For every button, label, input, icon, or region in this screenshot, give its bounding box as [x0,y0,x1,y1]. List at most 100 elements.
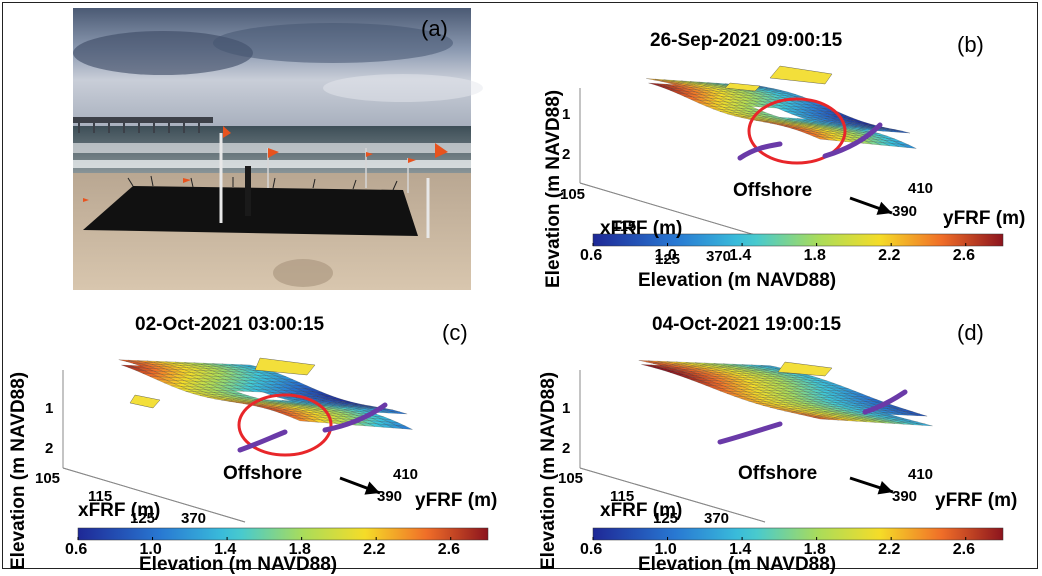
offshore-arrowhead [364,481,380,495]
chart-title: 26-Sep-2021 09:00:15 [650,30,843,51]
crest-arc [717,421,783,445]
surface-cell [915,423,933,427]
surface-cell [395,425,413,430]
colorbar-tick-label: 1.0 [139,541,162,558]
x-axis-label: xFRF (m) [600,218,683,239]
colorbar-tick-label: 1.4 [729,541,752,558]
surface-plot [62,357,489,541]
surface-mesh [646,78,917,149]
panel-b: 26-Sep-2021 09:00:15 (b) Elevation (m NAVD… [520,8,1035,298]
surface-cell [894,130,911,134]
surface-patch [129,394,161,409]
surface-plot [579,360,1004,541]
y-tick-label: 370 [181,510,207,527]
colorbar-tick-label: 0.6 [580,247,603,264]
y-tick-label: 410 [908,466,934,483]
surface-cell [390,411,408,415]
x-tick-label: 105 [35,470,61,487]
colorbar-tick-label: 1.8 [288,541,311,558]
z-tick-label: 2 [562,146,571,163]
colorbar-label: Elevation (m NAVD88) [638,554,837,575]
colorbar-tick-label: 2.6 [437,541,460,558]
crest-arc [237,429,288,453]
panel-c: 02-Oct-2021 03:00:15 (c) Elevation (m NAVD… [5,300,520,575]
surface-patch [254,357,316,376]
x-tick-label: 105 [558,470,584,487]
y-axis-label: yFRF (m) [943,208,1026,229]
surface-patch [777,361,833,377]
colorbar-tick-label: 2.6 [952,541,975,558]
surface-cell [910,413,928,417]
z-tick-label: 2 [562,440,571,457]
panel-d: 04-Oct-2021 19:00:15 (d) Elevation (m NAVD… [520,300,1035,575]
surface-cell [900,144,917,149]
axis-line [579,182,766,239]
colorbar-tick-label: 1.8 [803,247,826,264]
x-tick-label: 115 [610,488,635,505]
z-tick-label: 1 [562,106,571,123]
chart-title: 04-Oct-2021 19:00:15 [652,314,842,335]
colorbar-tick-label: 2.2 [878,247,901,264]
panel-a-photo: (a) [73,8,483,290]
colorbar-tick-label: 1.0 [654,541,677,558]
colorbar-tick-label: 1.4 [729,247,752,264]
y-axis-label: yFRF (m) [935,490,1018,511]
crest-arc [862,389,908,415]
crest-arc [322,402,388,433]
y-tick-label: 370 [706,248,732,265]
offshore-arrowhead [877,481,893,495]
figure-frame [2,2,1038,569]
colorbar-tick-label: 1.8 [803,541,826,558]
colorbar-label: Elevation (m NAVD88) [139,554,338,575]
chart-title: 02-Oct-2021 03:00:15 [135,314,325,335]
colorbar [592,527,1004,541]
z-tick-label: 1 [45,400,54,417]
colorbar [592,233,1004,247]
panel-letter: (c) [442,320,468,345]
panel-letter: (b) [957,32,984,57]
colorbar-tick-label: 1.4 [214,541,237,558]
y-tick-label: 370 [704,510,730,527]
panel-a-letter: (a) [421,16,448,41]
x-tick-label: 115 [88,488,113,505]
surface-mesh [638,360,933,427]
y-tick-label: 410 [393,466,419,483]
surface-plot [579,65,1004,247]
z-tick-label: 2 [45,440,54,457]
beach-photo [73,8,483,290]
x-tick-label: 125 [130,510,156,527]
colorbar-tick-label: 2.6 [952,247,975,264]
x-axis-label: xFRF (m) [600,500,683,521]
offshore-arrowhead [876,201,892,215]
y-tick-label: 390 [892,488,918,505]
surface-patch [769,65,833,85]
x-tick-label: 125 [655,251,681,268]
offshore-label: Offshore [223,463,303,484]
axis-line [62,467,246,523]
x-tick-label: 115 [612,218,637,235]
colorbar-tick-label: 0.6 [580,541,603,558]
colorbar-tick-label: 2.2 [363,541,386,558]
highlight-circle [237,393,333,457]
colorbar-tick-label: 1.0 [654,247,677,264]
surface-patch [724,82,761,92]
y-tick-label: 390 [377,488,403,505]
crest-arc [822,122,883,159]
colorbar [77,527,489,541]
x-tick-label: 105 [560,186,586,203]
crest-arc [737,141,783,161]
x-axis-label: xFRF (m) [78,500,161,521]
z-tick-label: 1 [562,400,571,417]
offshore-label: Offshore [733,180,813,201]
y-tick-label: 390 [892,203,918,220]
colorbar-label: Elevation (m NAVD88) [638,270,837,291]
panel-letter: (d) [957,320,984,345]
x-tick-label: 125 [653,510,679,527]
colorbar-tick-label: 2.2 [878,541,901,558]
y-axis-label: yFRF (m) [415,490,498,511]
offshore-label: Offshore [738,463,818,484]
axis-line [579,467,766,523]
y-tick-label: 410 [908,180,934,197]
colorbar-tick-label: 0.6 [65,541,88,558]
highlight-circle [747,97,847,165]
